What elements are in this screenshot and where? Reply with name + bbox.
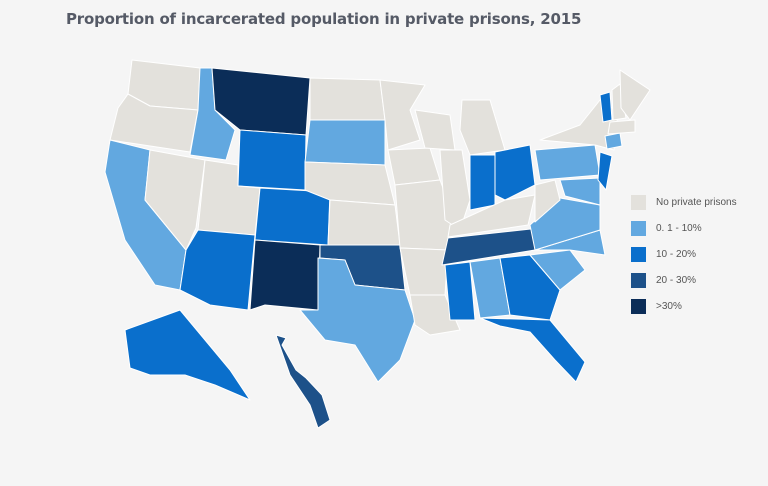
state-la xyxy=(409,294,461,336)
legend-swatch xyxy=(631,220,646,236)
state-or xyxy=(109,93,199,153)
state-mi xyxy=(459,99,506,156)
state-me xyxy=(619,69,651,121)
legend-label: 0. 1 - 10% xyxy=(656,222,702,234)
state-ma xyxy=(607,119,636,135)
state-sd xyxy=(304,119,386,166)
legend: No private prisons 0. 1 - 10% 10 - 20% 2… xyxy=(631,189,737,319)
state-hi xyxy=(275,334,331,429)
state-oh xyxy=(494,144,536,201)
legend-label: No private prisons xyxy=(656,196,737,208)
state-ks xyxy=(327,199,401,246)
state-wv xyxy=(534,179,561,223)
state-nj xyxy=(597,151,613,191)
state-vt xyxy=(599,91,613,123)
state-az xyxy=(179,229,256,311)
legend-label: 10 - 20% xyxy=(656,248,697,260)
state-mn xyxy=(379,79,426,151)
legend-item-low: 0. 1 - 10% xyxy=(631,215,737,241)
state-sc xyxy=(529,249,586,291)
state-wy xyxy=(237,129,307,191)
legend-swatch xyxy=(631,246,646,262)
state-il xyxy=(439,149,471,231)
state-nh xyxy=(611,83,627,121)
state-ky xyxy=(447,194,536,238)
state-wi xyxy=(414,109,456,151)
state-ct xyxy=(604,132,623,150)
state-nv xyxy=(144,149,206,251)
legend-item-high: 20 - 30% xyxy=(631,267,737,293)
state-in xyxy=(469,154,496,211)
state-co xyxy=(254,187,331,246)
legend-swatch xyxy=(631,194,646,210)
legend-item-none: No private prisons xyxy=(631,189,737,215)
state-ms xyxy=(444,261,476,321)
map-title: Proportion of incarcerated population in… xyxy=(66,10,582,28)
state-ia xyxy=(387,147,441,186)
state-pa xyxy=(534,144,601,181)
state-ga xyxy=(499,254,561,321)
state-nm xyxy=(249,239,321,311)
state-fl xyxy=(479,317,586,383)
state-ar xyxy=(399,247,449,296)
legend-label: 20 - 30% xyxy=(656,274,697,286)
state-md xyxy=(559,177,601,206)
legend-item-mid: 10 - 20% xyxy=(631,241,737,267)
legend-swatch xyxy=(631,298,646,314)
legend-swatch xyxy=(631,272,646,288)
legend-label: >30% xyxy=(656,300,682,312)
state-tx xyxy=(299,257,416,383)
state-nd xyxy=(309,77,386,121)
legend-item-top: >30% xyxy=(631,293,737,319)
state-ak xyxy=(124,309,251,401)
